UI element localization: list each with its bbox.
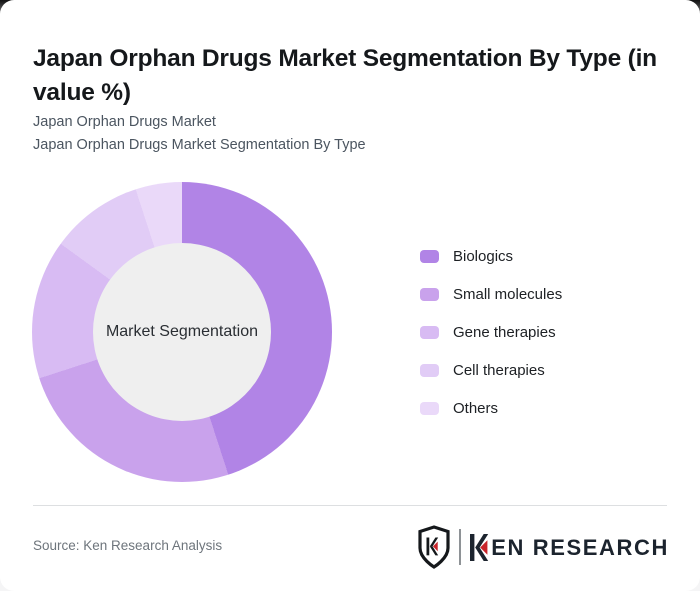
legend-swatch bbox=[420, 287, 439, 301]
legend-swatch bbox=[420, 401, 439, 415]
legend-item[interactable]: Small molecules bbox=[420, 284, 562, 304]
donut-chart: Market Segmentation Biologics Small molec… bbox=[0, 160, 700, 505]
legend-label: Gene therapies bbox=[453, 323, 556, 341]
legend-swatch bbox=[420, 363, 439, 377]
chart-title: Japan Orphan Drugs Market Segmentation B… bbox=[33, 45, 657, 107]
subtitle-line-2: Japan Orphan Drugs Market Segmentation B… bbox=[33, 137, 366, 153]
chart-subtitles: Japan Orphan Drugs Market Japan Orphan D… bbox=[33, 111, 366, 157]
logo-separator bbox=[459, 529, 462, 565]
donut-hole: Market Segmentation bbox=[93, 243, 271, 421]
donut-ring[interactable]: Market Segmentation bbox=[32, 182, 332, 482]
legend-label: Biologics bbox=[453, 247, 514, 265]
legend-label: Others bbox=[453, 399, 499, 417]
wordmark-text: EN RESEARCH bbox=[491, 534, 669, 560]
legend-item[interactable]: Cell therapies bbox=[420, 360, 562, 380]
legend-label: Cell therapies bbox=[453, 361, 545, 379]
legend: Biologics Small molecules Gene therapies Ce… bbox=[420, 246, 562, 436]
logo-wordmark: EN RESEARCH bbox=[470, 533, 669, 561]
donut-center-label: Market Segmentation bbox=[105, 323, 259, 340]
legend-swatch bbox=[420, 325, 439, 339]
footer-divider bbox=[33, 505, 667, 506]
legend-label: Small molecules bbox=[453, 285, 563, 303]
wordmark-k-icon bbox=[470, 533, 489, 561]
legend-item[interactable]: Others bbox=[420, 398, 562, 418]
shield-k-icon bbox=[418, 525, 450, 569]
source-note: Source: Ken Research Analysis bbox=[33, 538, 223, 553]
ken-research-logo: EN RESEARCH bbox=[417, 524, 669, 570]
subtitle-line-1: Japan Orphan Drugs Market bbox=[33, 114, 216, 130]
legend-item[interactable]: Gene therapies bbox=[420, 322, 562, 342]
legend-item[interactable]: Biologics bbox=[420, 246, 562, 266]
legend-swatch bbox=[420, 249, 439, 263]
